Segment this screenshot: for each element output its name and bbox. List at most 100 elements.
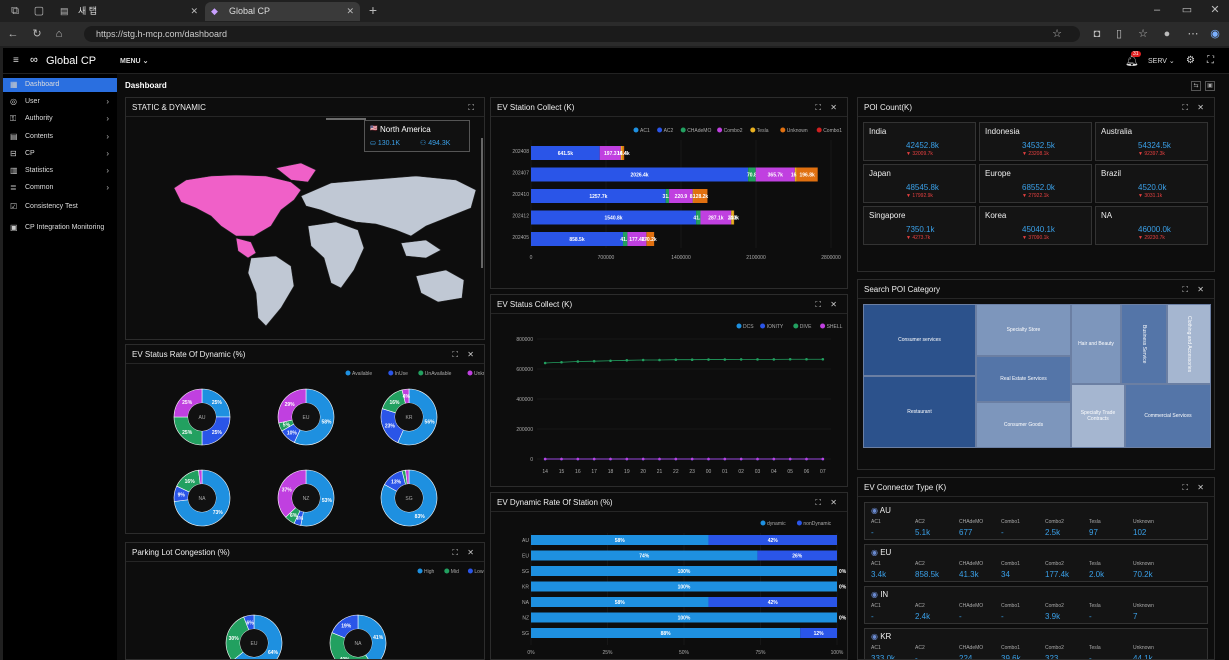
fullscreen-icon[interactable]: ⛶ [1207,55,1214,66]
map-south-america[interactable] [247,255,295,327]
sidebar-item-authority[interactable]: ⚿ Authority › [3,112,117,126]
address-bar[interactable]: https://stg.h-mcp.com/dashboard [84,26,1080,42]
close-icon[interactable]: ✕ [830,103,837,112]
more-icon[interactable]: ⋯ [1187,28,1199,40]
browser-tab-global-cp[interactable]: ◆ Global CP ✕ [205,2,360,21]
bar-data-label: 100% [678,616,691,622]
sidebar-item-consistency-test[interactable]: ☑ Consistency Test [3,200,117,214]
treemap-cell[interactable]: Commercial Services [1125,384,1211,448]
treemap[interactable]: Consumer services Restaurant Specialty S… [863,304,1211,450]
treemap-cell[interactable]: Specialty Store [976,304,1071,356]
expand-icon[interactable]: ⛶ [1182,103,1188,112]
connector-row[interactable]: ◉ KR AC1 333.0k AC2 - CHAdeMO 224 Combo1 39.6k Co… [864,628,1208,660]
expand-icon[interactable]: ⛶ [468,103,474,112]
menu-button[interactable]: MENU ⌄ [120,58,149,65]
home-icon[interactable]: ⌂ [55,28,63,40]
sidebar-item-common[interactable]: ≣ Common › [3,181,117,195]
close-icon[interactable]: ✕ [346,6,354,16]
poi-card[interactable]: Japan 48545.8k ▼ 17992.9k [863,164,976,203]
close-icon[interactable]: ✕ [830,498,837,507]
treemap-cell[interactable]: Clothing and Accessories [1167,304,1211,384]
ev-status-rate-chart[interactable]: Available InUse UnAvailable Unknown 25% 25% 25… [126,365,484,533]
expand-icon[interactable]: ⛶ [452,350,458,359]
workspaces-icon[interactable]: ⧉ [11,5,19,17]
connector-row[interactable]: ◉ IN AC1 - AC2 2.4k CHAdeMO - Combo1 - Combo2 3.9k… [864,586,1208,624]
poi-card-name: Australia [1101,127,1133,136]
close-icon[interactable]: ✕ [1197,103,1204,112]
sidebar-item-statistics[interactable]: ▥ Statistics › [3,164,117,178]
poi-card[interactable]: NA 46000.0k ▼ 29230.7k [1095,206,1208,245]
treemap-cell[interactable]: Specialty Trade Contracts [1071,384,1125,448]
treemap-cell[interactable]: Consumer Goods [976,402,1071,448]
refresh-icon[interactable]: ↻ [32,28,42,40]
ev-status-collect-chart[interactable]: DCS IONITY DIVE SHELL 0 200000 400000 600000 800… [491,315,847,486]
ev-station-collect-chart[interactable]: AC1 AC2 CHAdeMO Combo2 Tesla Unknown Combo1 0 70… [491,118,847,288]
poi-card[interactable]: Indonesia 34532.5k ▼ 23208.1k [979,122,1092,161]
treemap-cell[interactable]: Consumer services [863,304,976,376]
map-eurasia[interactable] [300,175,477,237]
sidebar-item-cp[interactable]: ⊟ CP › [3,147,117,161]
layout-reset-icon[interactable]: ⇆ [1191,81,1201,91]
copilot-icon[interactable]: ◉ [1210,28,1220,40]
expand-icon[interactable]: ⛶ [815,300,821,309]
ev-dynamic-rate-chart[interactable]: dynamic nonDynamic 0% 25% 50% 75% 100% AU 58% 42%… [491,513,847,659]
gear-icon[interactable]: ⚙ [1186,55,1195,66]
close-icon[interactable]: ✕ [467,548,474,557]
close-icon[interactable]: ✕ [1197,483,1204,492]
map-southeast-asia[interactable] [400,239,442,259]
new-tab-icon[interactable]: + [368,2,378,18]
poi-card[interactable]: Brazil 4520.0k ▼ 3031.1k [1095,164,1208,203]
map-africa[interactable] [307,221,365,289]
treemap-cell[interactable]: Hair and Beauty [1071,304,1121,384]
close-icon[interactable]: ✕ [467,350,474,359]
world-map[interactable] [126,118,484,339]
back-icon[interactable]: ← [7,28,19,40]
poi-card[interactable]: Korea 45040.1k ▼ 37090.1k [979,206,1092,245]
browser-tab-newtab[interactable]: ▤ 새 탭 ✕ [54,2,204,21]
map-australia[interactable] [415,269,465,303]
menu-label: MENU [120,58,141,65]
app-logo[interactable]: Global CP [46,55,97,67]
profile-avatar-icon[interactable]: ● [1163,28,1171,40]
connector-value: 333.0k [871,654,896,660]
treemap-cell[interactable]: Restaurant [863,376,976,448]
treemap-cell[interactable]: Business Service [1121,304,1167,384]
close-icon[interactable]: ✕ [1197,285,1204,294]
sidebar-item-contents[interactable]: ▤ Contents › [3,130,117,144]
poi-card[interactable]: Singapore 7350.1k ▼ 4273.7k [863,206,976,245]
map-north-america[interactable] [173,174,302,237]
poi-card[interactable]: Australia 54324.5k ▼ 92397.3k [1095,122,1208,161]
bar-segment [599,146,621,160]
connector-row[interactable]: ◉ AU AC1 - AC2 5.1k CHAdeMO 677 Combo1 - Combo2 2.… [864,502,1208,540]
sidebar-item-user[interactable]: ◎ User › [3,95,117,109]
extension-icon[interactable]: ◘ [1093,28,1101,40]
tab-actions-icon[interactable]: ▢ [33,5,45,17]
expand-icon[interactable]: ⛶ [1182,483,1188,492]
close-icon[interactable]: ✕ [830,300,837,309]
map-central-america[interactable] [235,237,257,259]
connector-row[interactable]: ◉ EU AC1 3.4k AC2 858.5k CHAdeMO 41.3k Combo1 34… [864,544,1208,582]
poi-card[interactable]: Europe 68552.0k ▼ 27922.1k [979,164,1092,203]
hamburger-icon[interactable]: ≡ [13,55,19,66]
expand-icon[interactable]: ⛶ [815,103,821,112]
sidebar-item-dashboard[interactable]: ▦ Dashboard [3,78,117,92]
expand-icon[interactable]: ⛶ [1182,285,1188,294]
expand-icon[interactable]: ⛶ [452,548,458,557]
map-greenland[interactable] [275,162,317,183]
user-menu[interactable]: SERV ⌄ [1148,58,1175,65]
expand-icon[interactable]: ⛶ [815,498,821,507]
poi-card[interactable]: India 42452.8k ▼ 32009.7k [863,122,976,161]
maximize-icon[interactable]: ▭ [1181,4,1193,16]
layout-save-icon[interactable]: ▣ [1205,81,1215,91]
close-window-icon[interactable]: ✕ [1210,4,1220,16]
parking-chart[interactable]: High Mid Low 64% 30% 6% EU 41% 40% 19% NA [126,563,484,659]
minimize-icon[interactable]: – [1153,4,1161,16]
favorite-icon[interactable]: ☆ [1052,28,1062,40]
bell-icon[interactable]: 🔔︎ [1125,55,1139,67]
sidebar-item-cp-integration-monitoring[interactable]: ▣ CP Integration Monitoring [3,221,117,235]
close-icon[interactable]: ✕ [190,6,198,16]
treemap-cell[interactable]: Real Estate Services [976,356,1071,402]
favorites-bar-icon[interactable]: ☆ [1138,28,1148,40]
slice-data-label: 25% [212,400,223,406]
split-icon[interactable]: ▯ [1115,28,1123,40]
